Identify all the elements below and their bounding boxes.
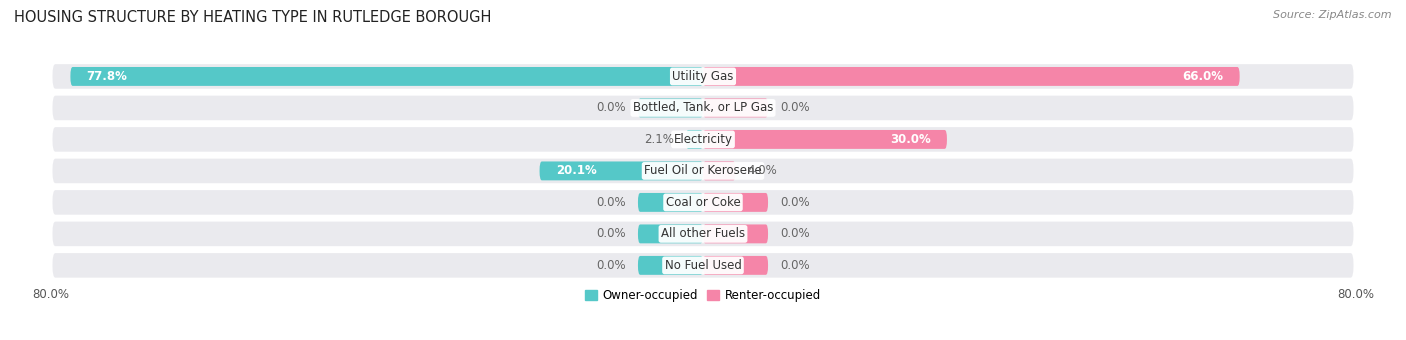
Text: Bottled, Tank, or LP Gas: Bottled, Tank, or LP Gas bbox=[633, 101, 773, 115]
FancyBboxPatch shape bbox=[703, 99, 768, 117]
FancyBboxPatch shape bbox=[703, 256, 768, 275]
Text: 0.0%: 0.0% bbox=[780, 227, 810, 240]
Text: Electricity: Electricity bbox=[673, 133, 733, 146]
FancyBboxPatch shape bbox=[703, 193, 768, 212]
FancyBboxPatch shape bbox=[703, 162, 735, 180]
Text: 0.0%: 0.0% bbox=[780, 196, 810, 209]
FancyBboxPatch shape bbox=[52, 190, 1354, 215]
Text: 66.0%: 66.0% bbox=[1182, 70, 1223, 83]
Text: 80.0%: 80.0% bbox=[32, 288, 69, 301]
FancyBboxPatch shape bbox=[52, 222, 1354, 246]
Text: 0.0%: 0.0% bbox=[596, 259, 626, 272]
Text: 20.1%: 20.1% bbox=[555, 165, 596, 177]
FancyBboxPatch shape bbox=[703, 67, 1240, 86]
FancyBboxPatch shape bbox=[638, 99, 703, 117]
FancyBboxPatch shape bbox=[52, 253, 1354, 278]
Text: 0.0%: 0.0% bbox=[780, 259, 810, 272]
FancyBboxPatch shape bbox=[540, 162, 703, 180]
FancyBboxPatch shape bbox=[52, 127, 1354, 152]
FancyBboxPatch shape bbox=[703, 224, 768, 243]
FancyBboxPatch shape bbox=[70, 67, 703, 86]
Text: 80.0%: 80.0% bbox=[1337, 288, 1374, 301]
Text: 0.0%: 0.0% bbox=[596, 227, 626, 240]
Text: 0.0%: 0.0% bbox=[780, 101, 810, 115]
Text: 30.0%: 30.0% bbox=[890, 133, 931, 146]
FancyBboxPatch shape bbox=[638, 193, 703, 212]
Text: Fuel Oil or Kerosene: Fuel Oil or Kerosene bbox=[644, 165, 762, 177]
Text: 4.0%: 4.0% bbox=[748, 165, 778, 177]
FancyBboxPatch shape bbox=[638, 256, 703, 275]
Legend: Owner-occupied, Renter-occupied: Owner-occupied, Renter-occupied bbox=[585, 289, 821, 302]
FancyBboxPatch shape bbox=[638, 224, 703, 243]
Text: HOUSING STRUCTURE BY HEATING TYPE IN RUTLEDGE BOROUGH: HOUSING STRUCTURE BY HEATING TYPE IN RUT… bbox=[14, 10, 492, 25]
Text: Source: ZipAtlas.com: Source: ZipAtlas.com bbox=[1274, 10, 1392, 20]
Text: Utility Gas: Utility Gas bbox=[672, 70, 734, 83]
Text: 2.1%: 2.1% bbox=[644, 133, 673, 146]
FancyBboxPatch shape bbox=[52, 64, 1354, 89]
Text: 0.0%: 0.0% bbox=[596, 196, 626, 209]
FancyBboxPatch shape bbox=[703, 130, 946, 149]
Text: 0.0%: 0.0% bbox=[596, 101, 626, 115]
FancyBboxPatch shape bbox=[686, 130, 703, 149]
Text: All other Fuels: All other Fuels bbox=[661, 227, 745, 240]
FancyBboxPatch shape bbox=[52, 159, 1354, 183]
Text: 77.8%: 77.8% bbox=[87, 70, 128, 83]
Text: Coal or Coke: Coal or Coke bbox=[665, 196, 741, 209]
Text: No Fuel Used: No Fuel Used bbox=[665, 259, 741, 272]
FancyBboxPatch shape bbox=[52, 96, 1354, 120]
